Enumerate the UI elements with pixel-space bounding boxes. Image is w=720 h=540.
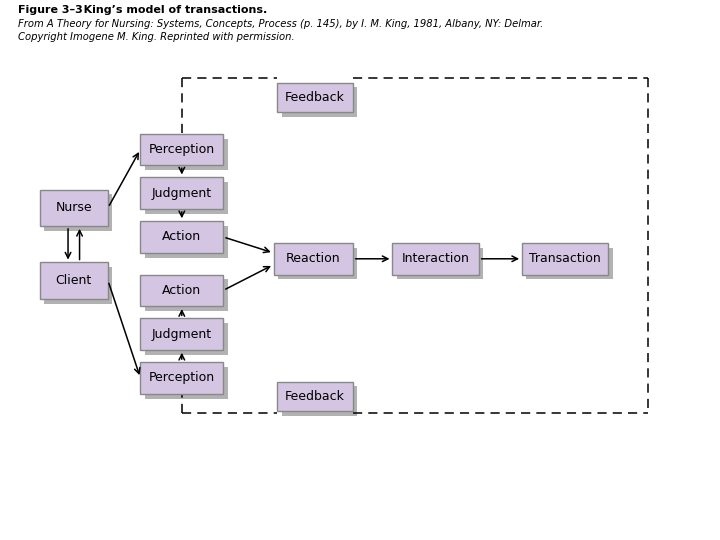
Text: Client: Client [55,274,92,287]
Text: Judgment: Judgment [152,328,212,341]
Text: All Rights Reserved: All Rights Reserved [504,521,592,530]
Text: Action: Action [162,231,202,244]
FancyBboxPatch shape [277,381,353,410]
FancyBboxPatch shape [522,243,608,275]
FancyBboxPatch shape [140,177,223,209]
FancyBboxPatch shape [282,87,357,117]
FancyBboxPatch shape [274,243,353,275]
FancyBboxPatch shape [40,190,108,226]
Text: Interaction: Interaction [402,252,469,265]
Text: Copyright Imogene M. King. Reprinted with permission.: Copyright Imogene M. King. Reprinted wit… [18,31,294,42]
FancyBboxPatch shape [277,83,353,112]
Text: ALWAYS LEARNING: ALWAYS LEARNING [11,502,231,522]
Text: Perception: Perception [149,143,215,156]
FancyBboxPatch shape [140,362,223,394]
Text: Reaction: Reaction [286,252,341,265]
FancyBboxPatch shape [40,262,108,299]
Text: Nurse: Nurse [55,201,92,214]
Text: Kozier & Erb’s Fundamentals of Nursing, Tenth Edition, Global Edition: Kozier & Erb’s Fundamentals of Nursing, … [169,498,482,508]
FancyBboxPatch shape [145,367,228,399]
Text: Judgment: Judgment [152,187,212,200]
FancyBboxPatch shape [145,323,228,355]
FancyBboxPatch shape [145,183,228,214]
Text: Perception: Perception [149,372,215,384]
FancyBboxPatch shape [44,194,112,231]
Text: Pearson Education Limited: Pearson Education Limited [504,509,625,518]
Text: Action: Action [162,284,202,297]
FancyBboxPatch shape [44,267,112,303]
Text: PEARSON: PEARSON [630,503,720,521]
FancyBboxPatch shape [278,248,357,280]
FancyBboxPatch shape [140,318,223,350]
FancyBboxPatch shape [392,243,479,275]
Text: Copyright © 2011: Copyright © 2011 [504,497,586,506]
FancyBboxPatch shape [145,280,228,311]
Text: Audrey Berman | Shirlee Snyder | Geralyn Frandsen: Audrey Berman | Shirlee Snyder | Geralyn… [169,518,403,528]
FancyBboxPatch shape [282,387,357,416]
FancyBboxPatch shape [140,133,223,165]
Text: From A Theory for Nursing: Systems, Concepts, Process (p. 145), by I. M. King, 1: From A Theory for Nursing: Systems, Conc… [18,19,544,29]
FancyBboxPatch shape [397,248,483,280]
Text: Figure 3–3: Figure 3–3 [18,5,83,15]
FancyBboxPatch shape [526,248,613,280]
Text: King’s model of transactions.: King’s model of transactions. [72,5,267,15]
Text: Transaction: Transaction [529,252,601,265]
FancyBboxPatch shape [140,275,223,306]
Text: Feedback: Feedback [285,91,345,104]
FancyBboxPatch shape [145,138,228,170]
Text: Feedback: Feedback [285,389,345,403]
FancyBboxPatch shape [140,221,223,253]
FancyBboxPatch shape [145,226,228,258]
